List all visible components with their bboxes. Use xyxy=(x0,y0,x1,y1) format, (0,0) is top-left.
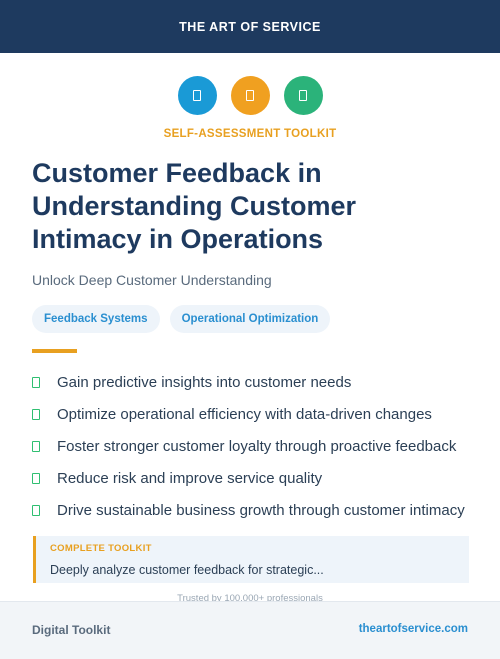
footer-bar: Digital Toolkit theartofservice.com xyxy=(0,601,500,659)
check-icon xyxy=(32,472,40,484)
benefit-item: Reduce risk and improve service quality xyxy=(32,462,482,494)
brand-name: THE ART OF SERVICE xyxy=(179,19,321,34)
page-title: Customer Feedback in Understanding Custo… xyxy=(32,158,357,254)
icon-row xyxy=(0,76,500,115)
benefit-item: Drive sustainable business growth throug… xyxy=(32,494,482,526)
eyebrow-label: SELF-ASSESSMENT TOOLKIT xyxy=(163,128,337,140)
document-icon xyxy=(283,76,323,115)
check-icon xyxy=(32,408,40,420)
header-bar: THE ART OF SERVICE xyxy=(0,0,500,53)
benefit-list: Gain predictive insights into customer n… xyxy=(32,366,482,526)
tag-list: Feedback Systems Operational Optimizatio… xyxy=(32,305,331,333)
benefit-item: Gain predictive insights into customer n… xyxy=(32,366,482,398)
benefit-text: Optimize operational efficiency with dat… xyxy=(57,405,432,423)
subtitle: Unlock Deep Customer Understanding xyxy=(32,272,272,288)
toolkit-callout: COMPLETE TOOLKIT Deeply analyze customer… xyxy=(33,536,469,583)
tag-operational-optimization: Operational Optimization xyxy=(169,305,331,333)
benefit-text: Gain predictive insights into customer n… xyxy=(57,373,352,391)
document-icon xyxy=(230,76,270,115)
benefit-text: Reduce risk and improve service quality xyxy=(57,469,323,487)
benefit-text: Foster stronger customer loyalty through… xyxy=(57,437,457,455)
benefit-item: Optimize operational efficiency with dat… xyxy=(32,398,482,430)
benefit-text: Drive sustainable business growth throug… xyxy=(57,501,465,519)
check-icon xyxy=(32,440,40,452)
document-icon xyxy=(177,76,217,115)
callout-text: Deeply analyze customer feedback for str… xyxy=(50,563,324,577)
benefit-item: Foster stronger customer loyalty through… xyxy=(32,430,482,462)
check-icon xyxy=(32,376,40,388)
tag-feedback-systems: Feedback Systems xyxy=(32,305,160,333)
trust-note: Trusted by 100,000+ professionals xyxy=(177,593,323,602)
footer-label: Digital Toolkit xyxy=(32,623,111,637)
callout-label: COMPLETE TOOLKIT xyxy=(50,543,152,554)
website-link[interactable]: theartofservice.com xyxy=(358,623,468,635)
check-icon xyxy=(32,504,40,516)
accent-divider xyxy=(32,349,77,353)
